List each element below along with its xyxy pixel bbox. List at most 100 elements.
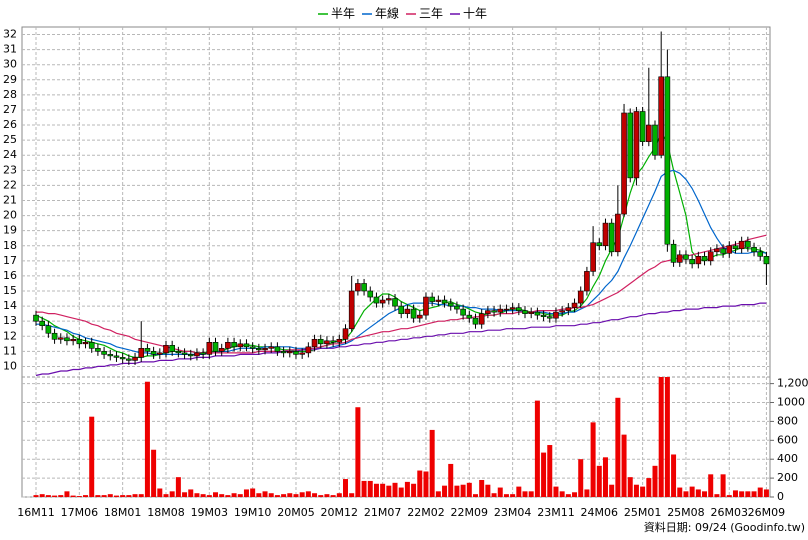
- candle-body: [398, 305, 405, 314]
- candle-body: [658, 76, 664, 156]
- y-tick-label: 10: [3, 359, 17, 372]
- candle-body: [559, 310, 565, 313]
- volume-bar: [151, 449, 157, 497]
- volume-bar: [553, 486, 559, 497]
- candle-body: [695, 256, 702, 265]
- volume-bar: [64, 491, 70, 497]
- candle-body: [64, 337, 70, 342]
- volume-bar: [442, 485, 448, 497]
- candle-body: [355, 283, 361, 292]
- candle-body: [76, 338, 83, 345]
- volume-bar: [572, 492, 578, 497]
- y-tick-label: 32: [3, 28, 17, 41]
- x-tick-label: 16M11: [17, 506, 55, 519]
- candle-body: [107, 354, 114, 357]
- volume-bar: [39, 494, 45, 497]
- candle-body: [181, 352, 188, 355]
- x-tick-label: 17M06: [61, 506, 99, 519]
- y-tick-label: 22: [3, 178, 17, 191]
- candle-body: [478, 313, 485, 325]
- volume-bar: [510, 494, 516, 497]
- candle-body: [429, 296, 435, 302]
- volume-bar: [45, 495, 51, 497]
- candle-body: [243, 343, 250, 348]
- candle-body: [88, 342, 95, 349]
- x-tick-label: 20M05: [277, 506, 315, 519]
- candle-body: [639, 111, 646, 142]
- volume-bar: [671, 454, 677, 497]
- candle-body: [150, 351, 157, 355]
- y-tick-label: 29: [3, 73, 17, 86]
- x-tick-label: 23M11: [537, 506, 575, 519]
- volume-bar: [547, 445, 553, 497]
- y-tick-label: 800: [777, 414, 798, 427]
- y-tick-label: 1000: [777, 396, 805, 409]
- volume-bar: [70, 495, 76, 497]
- volume-bar: [373, 483, 379, 497]
- candle-body: [683, 254, 689, 260]
- x-tick-label: 26M09: [748, 506, 786, 519]
- candle-body: [714, 248, 720, 253]
- x-tick-label: 24M06: [581, 506, 619, 519]
- legend-label: 十年: [463, 7, 487, 21]
- candle-body: [348, 290, 355, 330]
- volume-bar: [516, 486, 522, 497]
- candle-body: [212, 342, 219, 352]
- candle-body: [225, 342, 231, 349]
- volume-bar: [732, 490, 738, 497]
- candle-body: [119, 357, 126, 360]
- volume-bar: [590, 422, 596, 497]
- candle-body: [113, 355, 120, 358]
- volume-bar: [417, 470, 423, 497]
- candle-body: [757, 251, 764, 257]
- candle-body: [590, 242, 596, 272]
- volume-bar: [367, 480, 373, 497]
- candle-body: [472, 317, 479, 325]
- candle-body: [311, 338, 318, 348]
- candle-body: [615, 213, 621, 253]
- x-tick-label: 23M04: [494, 506, 532, 519]
- candle-body: [621, 112, 627, 215]
- volume-bar: [113, 495, 119, 497]
- candle-body: [57, 337, 64, 340]
- volume-bar: [120, 495, 126, 497]
- candle-body: [596, 242, 603, 247]
- y-tick-label: 19: [3, 224, 17, 237]
- volume-bar: [633, 484, 639, 497]
- volume-bar: [739, 491, 745, 497]
- volume-bar: [578, 459, 584, 497]
- legend-label: 三年: [419, 7, 443, 21]
- candle-body: [231, 342, 237, 348]
- y-tick-label: 17: [3, 254, 17, 267]
- candle-body: [367, 290, 374, 298]
- volume-bar: [175, 477, 181, 497]
- volume-bar: [411, 483, 417, 497]
- candle-body: [633, 111, 640, 179]
- candle-body: [540, 314, 547, 317]
- candle-body: [565, 307, 572, 311]
- volume-bar: [596, 465, 602, 497]
- candle-body: [584, 271, 590, 292]
- candle-body: [701, 256, 708, 262]
- candle-body: [342, 328, 349, 340]
- volume-bar: [664, 377, 670, 497]
- volume-bar: [299, 492, 305, 497]
- candle-body: [336, 338, 343, 343]
- candle-body: [324, 340, 330, 345]
- candle-body: [503, 308, 510, 311]
- candle-body: [447, 302, 454, 307]
- candle-body: [522, 310, 528, 314]
- volume-bar: [708, 474, 714, 497]
- x-tick-label: 22M02: [407, 506, 445, 519]
- candle-body: [534, 311, 541, 316]
- volume-bar: [169, 491, 175, 497]
- volume-bar: [565, 494, 571, 497]
- y-tick-label: 28: [3, 88, 17, 101]
- y-tick-label: 20: [3, 209, 17, 222]
- volume-bar: [83, 495, 89, 497]
- candle-body: [175, 351, 182, 354]
- volume-bar: [702, 491, 708, 497]
- candle-body: [299, 352, 305, 355]
- volume-bar: [615, 397, 621, 497]
- candle-body: [237, 343, 244, 348]
